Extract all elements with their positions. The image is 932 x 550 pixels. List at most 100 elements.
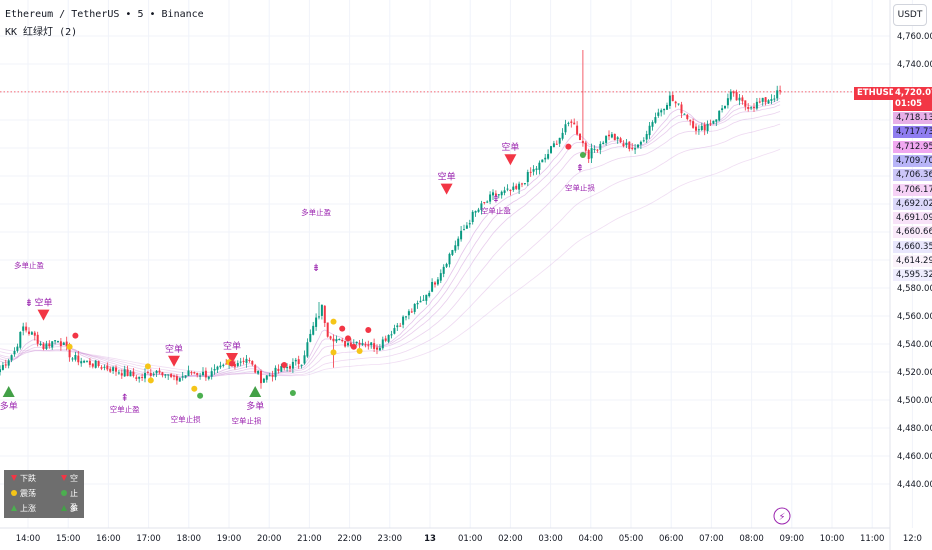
candle-body <box>729 91 732 100</box>
candle-body <box>178 378 181 382</box>
candle-body <box>100 367 103 369</box>
candle-body <box>593 148 596 150</box>
candle-body <box>674 101 677 104</box>
candle-body <box>141 376 144 378</box>
legend-label: 上涨 <box>20 504 36 513</box>
candle-body <box>297 359 300 364</box>
candle-body <box>364 344 367 346</box>
candle-body <box>463 229 465 231</box>
candle-body <box>303 355 306 364</box>
candle-body <box>323 305 326 323</box>
candle-body <box>361 343 364 346</box>
candle-body <box>402 316 405 325</box>
candle-body <box>494 193 497 196</box>
candle-body <box>436 279 439 285</box>
candle-countdown: 01:05 <box>895 99 923 109</box>
candle-body <box>465 225 468 229</box>
exit-signal-label: 空单止损 <box>565 183 595 193</box>
candle-body <box>741 97 744 102</box>
candle-body <box>367 344 370 346</box>
candle-body <box>605 135 608 143</box>
candle-body <box>59 341 62 347</box>
exit-signal-label: 空单止盈 <box>481 205 511 215</box>
candle-body <box>33 332 36 336</box>
x-tick-label: 20:00 <box>257 534 282 544</box>
x-tick-label: 05:00 <box>619 534 644 544</box>
candle-body <box>202 371 204 376</box>
state-dot <box>229 360 235 367</box>
candle-body <box>376 347 378 350</box>
state-dot <box>330 318 337 325</box>
legend-marker-icon <box>11 475 17 481</box>
take-profit-down-icon: ⇟ <box>25 298 33 309</box>
y-tick-label: 4,760.00 <box>897 32 932 42</box>
sell-signal-label: 空单 <box>501 141 519 153</box>
candle-body <box>410 311 413 313</box>
candle-body <box>309 333 312 342</box>
candle-body <box>460 230 463 240</box>
candle-body <box>117 372 120 374</box>
indicator-price-label: 4,706.36 <box>893 169 932 182</box>
candle-body <box>225 363 228 365</box>
legend-label: 下跌 <box>20 474 36 483</box>
moving-average-line <box>0 123 781 376</box>
candle-body <box>338 338 341 340</box>
candle-body <box>660 110 663 113</box>
exit-signal-label: 空单止盈 <box>110 404 140 414</box>
candle-body <box>552 143 555 148</box>
candle-body <box>384 338 387 341</box>
candle-body <box>422 299 425 301</box>
candle-body <box>347 343 349 346</box>
candle-body <box>747 106 750 109</box>
state-dot <box>345 335 351 342</box>
candle-body <box>721 108 724 111</box>
candle-body <box>770 99 773 101</box>
sell-signal-arrow <box>504 154 517 166</box>
candle-body <box>471 211 474 222</box>
state-dot <box>144 363 151 370</box>
legend-marker-icon <box>61 475 67 481</box>
candle-body <box>181 376 184 378</box>
y-tick-label: 4,740.00 <box>897 60 932 70</box>
legend-marker-icon <box>11 490 17 496</box>
candle-body <box>239 361 242 363</box>
state-dot <box>191 385 198 392</box>
x-tick-label: 13 <box>424 534 436 544</box>
candle-body <box>274 367 277 378</box>
candle-body <box>257 370 260 374</box>
indicator-price-label: 4,718.13 <box>893 112 932 124</box>
candle-body <box>581 140 584 144</box>
candle-body <box>753 106 755 108</box>
candle-body <box>51 341 54 348</box>
candle-body <box>451 250 454 255</box>
candle-body <box>286 367 289 369</box>
candle-body <box>680 104 683 114</box>
symbol-title: Ethereum / TetherUS • 5 • Binance <box>5 9 204 20</box>
indicator-title: KK 红绿灯 (2) <box>5 27 78 38</box>
buy-signal-arrow <box>2 386 15 397</box>
candle-body <box>448 253 451 265</box>
candle-body <box>425 294 428 301</box>
candle-body <box>619 138 622 143</box>
candle-body <box>631 147 634 149</box>
candle-body <box>115 367 117 372</box>
x-tick-label: 11:00 <box>860 534 885 544</box>
candle-body <box>700 125 703 130</box>
indicator-price-label: 4,712.95 <box>893 140 932 153</box>
candle-body <box>602 142 605 145</box>
candle-body <box>518 183 521 190</box>
candle-body <box>1 365 4 370</box>
candle-body <box>4 364 7 366</box>
candle-body <box>428 292 431 297</box>
x-tick-label: 18:00 <box>177 534 202 544</box>
candle-body <box>318 316 320 318</box>
candle-body <box>677 103 680 105</box>
legend-marker-icon <box>11 505 17 511</box>
candle-body <box>657 112 660 116</box>
candle-body <box>671 94 674 102</box>
candle-body <box>515 185 518 189</box>
candle-body <box>112 367 115 371</box>
currency-button[interactable]: USDT <box>893 4 927 26</box>
candle-body <box>103 366 106 368</box>
